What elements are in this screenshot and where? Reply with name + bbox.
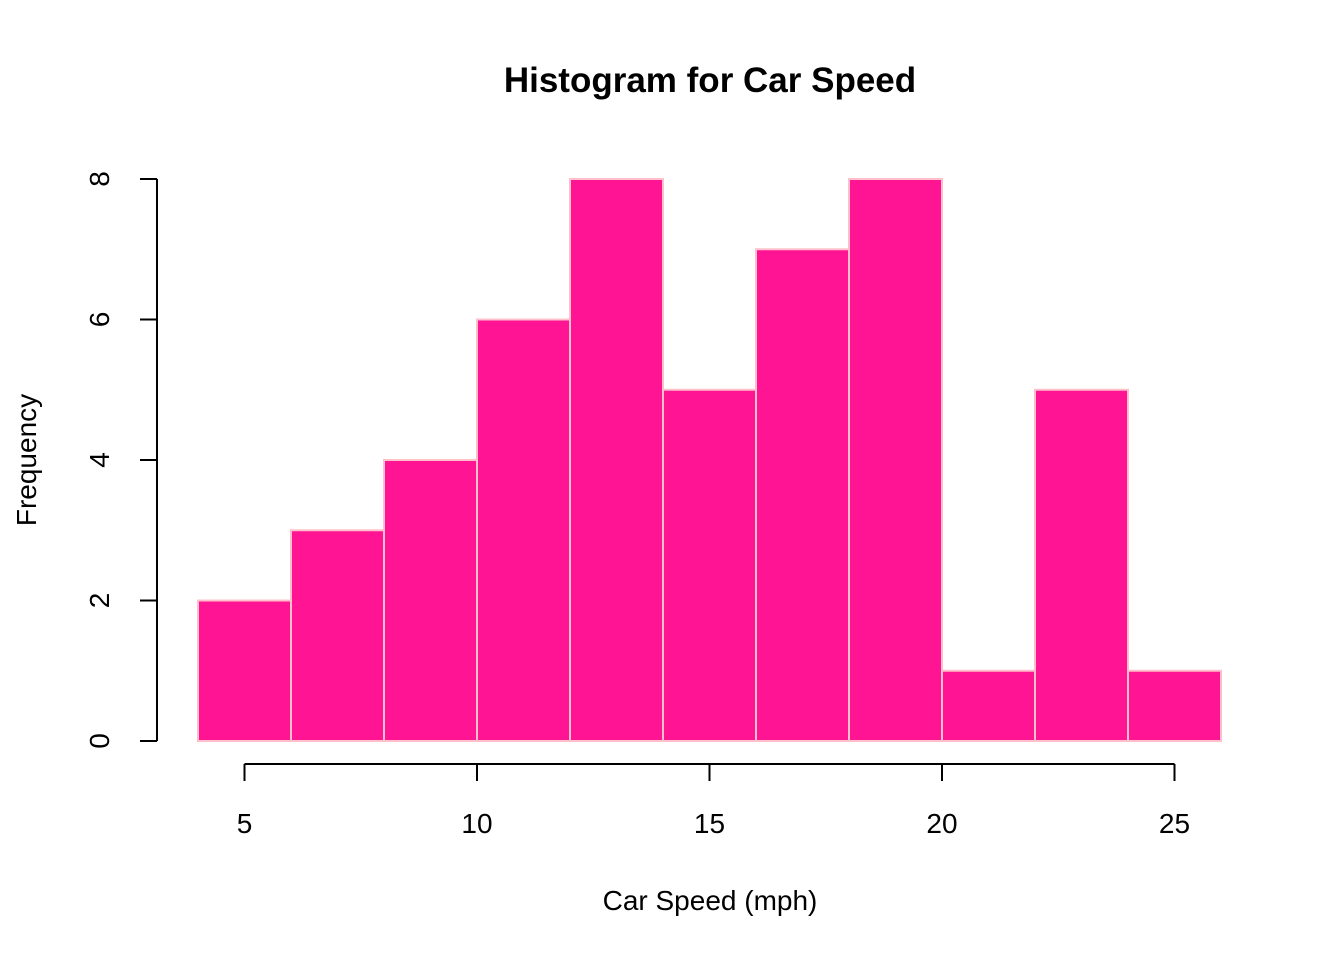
histogram-bar-6 <box>662 388 757 742</box>
x-tick-label: 15 <box>694 808 725 839</box>
y-tick-label: 0 <box>84 733 115 749</box>
bars-group <box>197 178 1222 742</box>
x-axis-label: Car Speed (mph) <box>603 885 818 916</box>
histogram-bar-5 <box>569 178 664 742</box>
chart-title: Histogram for Car Speed <box>504 61 916 100</box>
histogram-bar-9 <box>941 669 1036 742</box>
y-axis: 0 2 4 6 8 <box>84 171 158 749</box>
x-axis: 5 10 15 20 25 <box>237 763 1190 839</box>
y-tick-label: 8 <box>84 171 115 187</box>
histogram-bar-11 <box>1127 669 1222 742</box>
y-axis-label: Frequency <box>11 394 42 526</box>
x-tick-label: 10 <box>461 808 492 839</box>
x-tick-label: 20 <box>926 808 957 839</box>
x-tick-label: 5 <box>237 808 253 839</box>
y-tick-label: 4 <box>84 452 115 468</box>
histogram-bar-10 <box>1034 388 1129 742</box>
histogram-bar-2 <box>290 529 385 742</box>
histogram-bar-3 <box>383 459 478 742</box>
histogram-bar-1 <box>197 599 292 742</box>
y-tick-label: 6 <box>84 312 115 328</box>
x-tick-label: 25 <box>1159 808 1190 839</box>
histogram-bar-4 <box>476 318 571 742</box>
histogram-bar-7 <box>755 248 850 742</box>
histogram-bar-8 <box>848 178 943 742</box>
y-tick-label: 2 <box>84 593 115 609</box>
